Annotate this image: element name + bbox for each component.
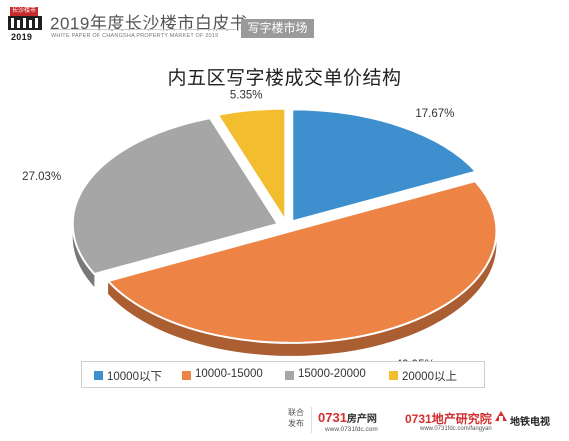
footer-lead-text: 联合发布 bbox=[288, 408, 304, 428]
pie-tops bbox=[71, 107, 498, 344]
chart-legend: 10000以下 10000-15000 15000-20000 20000以上 bbox=[81, 361, 485, 388]
report-subtitle: WHITE PAPER OF CHANGSHA PROPERTY MARKET … bbox=[51, 33, 219, 39]
chart-title: 内五区写字楼成交单价结构 bbox=[167, 68, 402, 89]
pie-slice-side bbox=[72, 223, 95, 288]
report-title: 2019年度长沙楼市白皮书 bbox=[50, 14, 248, 33]
report-logo: 长沙楼市 2019 bbox=[8, 6, 42, 44]
pie-sides bbox=[72, 223, 497, 356]
brand-research-institute: 0731地产研究院 bbox=[405, 412, 492, 426]
legend-swatch bbox=[94, 371, 103, 380]
metro-tv-logo-icon bbox=[495, 411, 507, 421]
brand-metro-tv: 地铁电视 bbox=[510, 417, 550, 428]
legend-swatch bbox=[285, 371, 294, 380]
pie-slice bbox=[216, 107, 287, 224]
brand-0731fdc-name: 房产网 bbox=[346, 414, 377, 425]
brand-0731fdc-number: 0731 bbox=[318, 410, 347, 425]
logo-year: 2019 bbox=[11, 32, 33, 42]
pie-slice bbox=[291, 108, 478, 223]
brand-research-url: www.0731fdc.com/fangyan bbox=[420, 426, 492, 432]
pie-slice-label: 5.35% bbox=[230, 90, 263, 102]
pie-slice-label: 27.03% bbox=[22, 171, 61, 183]
legend-label: 10000以下 bbox=[107, 371, 162, 383]
logo-caption: 长沙楼市 bbox=[10, 7, 39, 16]
footer-lead: 联合发布 bbox=[288, 407, 304, 429]
legend-label: 15000-20000 bbox=[298, 368, 366, 380]
header-divider bbox=[50, 29, 236, 30]
pie-slice bbox=[71, 117, 280, 276]
footer-divider bbox=[311, 407, 312, 433]
building-logo-icon bbox=[8, 16, 42, 30]
legend-swatch bbox=[182, 371, 191, 380]
section-tag: 写字楼市场 bbox=[241, 19, 314, 38]
legend-label: 20000以上 bbox=[402, 371, 457, 383]
brand-0731fdc: 0731房产网 bbox=[318, 410, 377, 425]
legend-swatch bbox=[389, 371, 398, 380]
report-header: 长沙楼市 2019 2019年度长沙楼市白皮书 WHITE PAPER OF C… bbox=[0, 0, 569, 52]
brand-0731fdc-url: www.0731fdc.com bbox=[325, 426, 378, 433]
pie-slice-label: 17.67% bbox=[415, 108, 454, 120]
pie-slice bbox=[106, 180, 498, 344]
legend-label: 10000-15000 bbox=[195, 368, 263, 380]
